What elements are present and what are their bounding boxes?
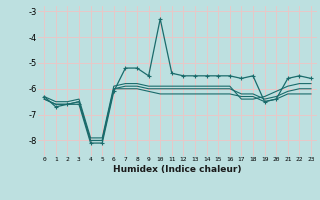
X-axis label: Humidex (Indice chaleur): Humidex (Indice chaleur) bbox=[113, 165, 242, 174]
